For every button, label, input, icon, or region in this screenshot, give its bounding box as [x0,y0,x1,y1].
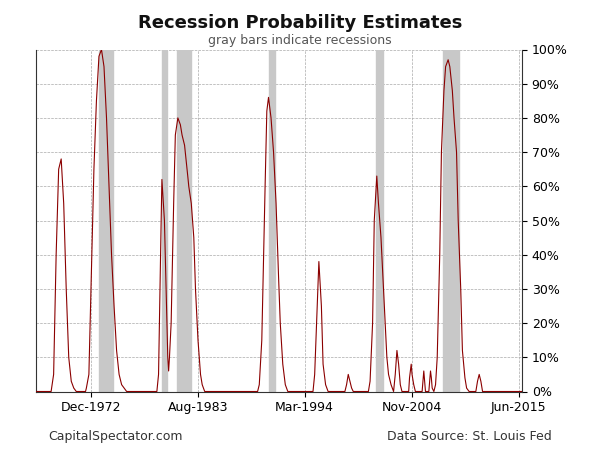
Bar [177,50,191,392]
Text: Recession Probability Estimates: Recession Probability Estimates [138,14,462,32]
Bar [269,50,275,392]
Text: Data Source: St. Louis Fed: Data Source: St. Louis Fed [387,430,552,443]
Bar [376,50,383,392]
Text: CapitalSpectator.com: CapitalSpectator.com [48,430,182,443]
Text: gray bars indicate recessions: gray bars indicate recessions [208,34,392,47]
Bar [162,50,167,392]
Bar [443,50,459,392]
Bar [99,50,113,392]
